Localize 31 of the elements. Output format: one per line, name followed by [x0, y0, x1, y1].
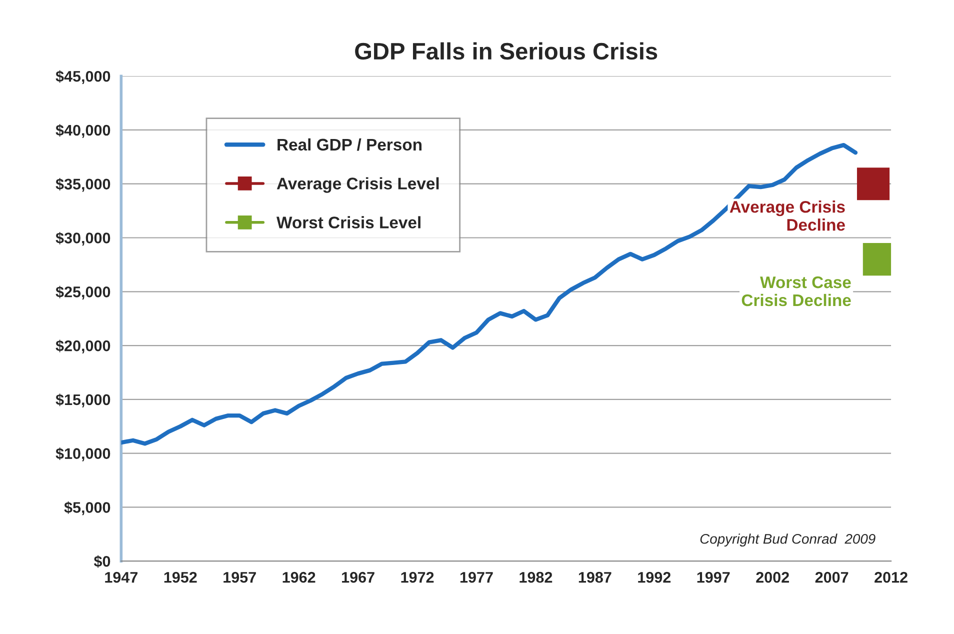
x-tick-label: 1982	[520, 572, 552, 583]
y-tick-label: $20,000	[56, 340, 110, 354]
x-tick-label: 1992	[638, 572, 671, 583]
y-tick-label: $35,000	[56, 178, 110, 192]
x-tick-label: 1957	[224, 572, 256, 583]
x-tick-label: 2007	[815, 572, 848, 583]
x-tick-label: 2012	[874, 572, 908, 583]
x-tick-label: 1997	[697, 572, 730, 583]
legend-label: Average Crisis Level	[276, 177, 439, 193]
y-tick-label: $10,000	[56, 448, 110, 462]
annotation: Copyright Bud Conrad 2009	[700, 534, 876, 547]
y-tick-label: $40,000	[56, 124, 110, 138]
x-tick-label: 1977	[460, 572, 493, 583]
y-tick-label: $30,000	[56, 232, 110, 246]
chart-title: GDP Falls in Serious Crisis	[355, 42, 658, 60]
annotation: Worst Case Crisis Decline	[742, 276, 851, 306]
legend-label: Worst Crisis Level	[276, 216, 420, 228]
y-tick-label: $5,000	[64, 501, 110, 516]
legend-label: Real GDP / Person	[278, 138, 422, 151]
x-tick-label: 1947	[105, 572, 138, 583]
x-tick-label: 2002	[756, 572, 789, 583]
y-tick-label: $45,000	[56, 70, 110, 84]
x-tick-label: 1972	[401, 572, 434, 583]
x-tick-label: 1952	[164, 572, 197, 583]
x-tick-label: 1967	[342, 572, 374, 583]
x-tick-label: 1987	[578, 572, 612, 583]
y-tick-label: $25,000	[56, 286, 110, 300]
y-tick-label: $15,000	[56, 394, 110, 408]
annotation: Average Crisis Decline	[730, 200, 845, 231]
x-tick-label: 1962	[282, 572, 316, 583]
y-tick-label: $0	[94, 555, 110, 568]
